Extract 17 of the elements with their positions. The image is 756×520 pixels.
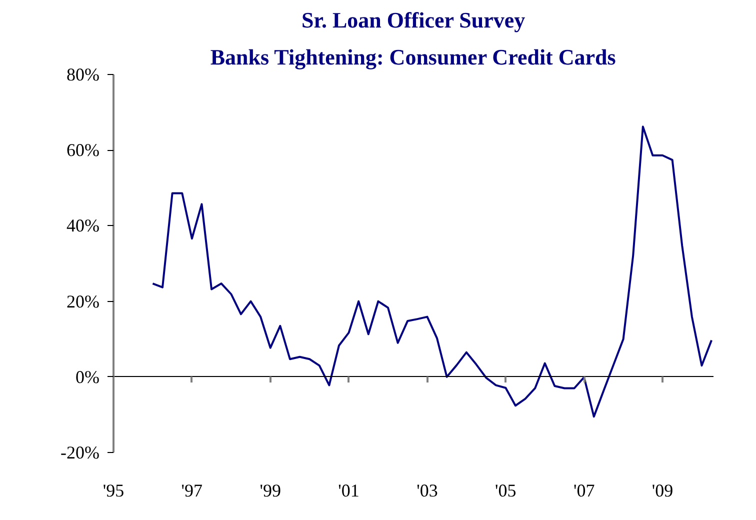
x-tick-label: '99 xyxy=(260,480,281,500)
x-tick-label: '03 xyxy=(416,480,438,500)
y-tick-label: 0% xyxy=(76,366,100,387)
x-tick-label: '05 xyxy=(495,480,516,500)
y-tick-label: 40% xyxy=(66,216,100,236)
y-tick-label: 80% xyxy=(66,64,100,84)
y-tick-label: 20% xyxy=(66,291,100,312)
chart-title: Sr. Loan Officer Survey xyxy=(301,8,526,32)
x-tick-label: '97 xyxy=(181,480,203,500)
y-tick-label: 60% xyxy=(66,140,100,160)
x-tick-label: '09 xyxy=(652,480,674,500)
x-tick-label: '01 xyxy=(338,480,360,500)
x-tick-label: '07 xyxy=(573,480,595,500)
y-tick-label: -20% xyxy=(60,442,100,462)
x-tick-label: '95 xyxy=(102,480,124,500)
chart-subtitle: Banks Tightening: Consumer Credit Cards xyxy=(210,44,616,70)
line-series xyxy=(152,126,713,418)
